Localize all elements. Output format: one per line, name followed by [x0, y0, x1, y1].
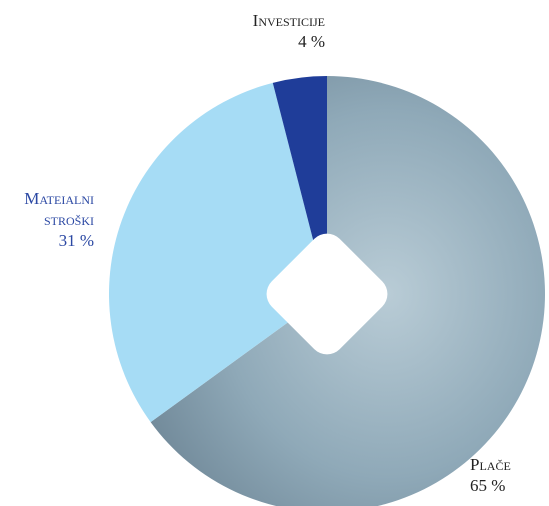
category-name: Plače: [470, 455, 511, 474]
value-label: 31 %: [58, 231, 94, 250]
value-label: 65 %: [470, 476, 506, 495]
slice-label: Plače 65 %: [470, 454, 545, 496]
pie-slice: [108, 82, 327, 423]
category-name: Mateialni stroški: [24, 189, 94, 229]
slice-label: Mateialni stroški 31 %: [0, 188, 94, 251]
pie-slice: [272, 76, 327, 294]
center-hole: [266, 233, 388, 355]
category-name: Investicije: [252, 11, 325, 30]
value-label: 4 %: [298, 32, 325, 51]
slice-label: Investicije 4 %: [200, 10, 325, 52]
